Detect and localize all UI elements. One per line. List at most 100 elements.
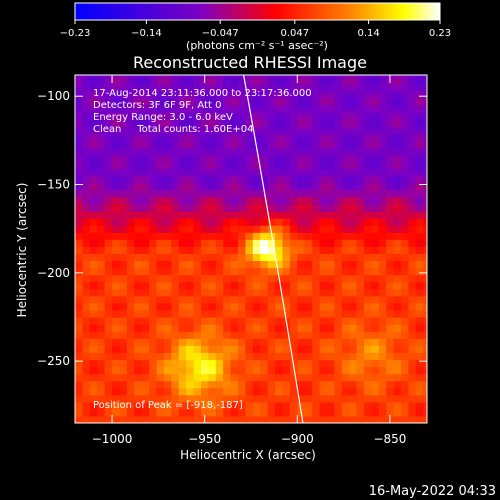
heatmap-cell [378,75,387,78]
heatmap-cell [356,288,365,297]
heatmap-cell [178,401,187,410]
heatmap-cell [82,352,91,361]
heatmap-cell [112,317,121,325]
heatmap-cell [297,211,306,219]
heatmap-cell [112,175,121,184]
heatmap-cell [223,232,232,240]
heatmap-cell [245,126,254,134]
heatmap-cell [134,267,143,276]
heatmap-cell [178,295,187,304]
heatmap-cell [304,239,313,247]
heatmap-cell [356,253,365,262]
heatmap-cell [275,260,284,269]
heatmap-cell [163,182,172,191]
heatmap-cell [200,380,209,389]
heatmap-cell [275,182,284,191]
heatmap-cell [75,90,84,99]
heatmap-cell [371,387,380,396]
heatmap-cell [208,274,217,283]
heatmap-cell [415,415,424,423]
heatmap-cell [75,225,84,233]
heatmap-cell [193,112,202,120]
heatmap-cell [112,196,121,205]
heatmap-cell [252,189,261,198]
heatmap-cell [134,161,143,170]
heatmap-cell [378,281,387,290]
heatmap-cell [156,225,165,233]
heatmap-cell [260,324,269,332]
heatmap-cell [82,331,91,339]
heatmap-cell [371,274,380,283]
heatmap-cell [297,168,306,177]
heatmap-cell [223,239,232,247]
heatmap-cell [112,90,121,99]
heatmap-cell [134,366,143,375]
heatmap-cell [134,90,143,99]
heatmap-cell [193,75,202,78]
heatmap-cell [297,182,306,191]
heatmap-cell [378,140,387,149]
heatmap-cell [97,260,106,269]
heatmap-cell [356,380,365,389]
heatmap-cell [304,359,313,368]
heatmap-cell [408,112,417,120]
heatmap-cell [82,408,91,417]
heatmap-cell [252,140,261,149]
heatmap-cell [252,401,261,410]
heatmap-cell [230,76,239,85]
heatmap-cell [163,309,172,318]
heatmap-cell [415,267,424,276]
heatmap-cell [178,324,187,332]
heatmap-cell [304,90,313,99]
heatmap-cell [401,83,410,92]
heatmap-cell [260,387,269,396]
heatmap-cell [275,324,284,332]
heatmap-cell [149,90,158,99]
heatmap-cell [304,232,313,240]
heatmap-cell [312,75,321,78]
heatmap-cell [275,161,284,170]
heatmap-cell [171,260,180,269]
heatmap-cell [149,105,158,113]
heatmap-cell [304,373,313,382]
heatmap-cell [289,317,298,325]
heatmap-cell [393,225,402,233]
heatmap-cell [423,408,427,417]
chart-title: Reconstructed RHESSI Image [133,53,367,72]
heatmap-cell [238,196,247,205]
heatmap-cell [378,154,387,163]
heatmap-cell [349,387,358,396]
heatmap-cell [215,401,224,410]
heatmap-cell [356,260,365,269]
heatmap-cell [415,182,424,191]
heatmap-cell [341,239,350,247]
heatmap-cell [82,239,91,247]
heatmap-cell [82,267,91,276]
heatmap-cell [215,182,224,191]
heatmap-cell [423,133,427,141]
heatmap-cell [134,105,143,113]
heatmap-cell [163,331,172,339]
heatmap-cell [326,380,335,389]
heatmap-cell [356,246,365,255]
heatmap-cell [141,225,150,233]
heatmap-cell [415,239,424,247]
heatmap-cell [386,218,395,226]
heatmap-cell [371,324,380,332]
heatmap-cell [378,274,387,283]
heatmap-cell [319,182,328,191]
heatmap-cell [230,366,239,375]
heatmap-cell [349,394,358,403]
heatmap-cell [326,83,335,92]
heatmap-cell [349,246,358,255]
heatmap-cell [208,415,217,423]
heatmap-cell [89,352,98,361]
heatmap-cell [104,90,113,99]
heatmap-cell [156,161,165,170]
heatmap-cell [408,260,417,269]
heatmap-cell [149,83,158,92]
heatmap-cell [163,203,172,212]
heatmap-cell [200,281,209,290]
heatmap-cell [304,189,313,198]
heatmap-cell [134,203,143,212]
